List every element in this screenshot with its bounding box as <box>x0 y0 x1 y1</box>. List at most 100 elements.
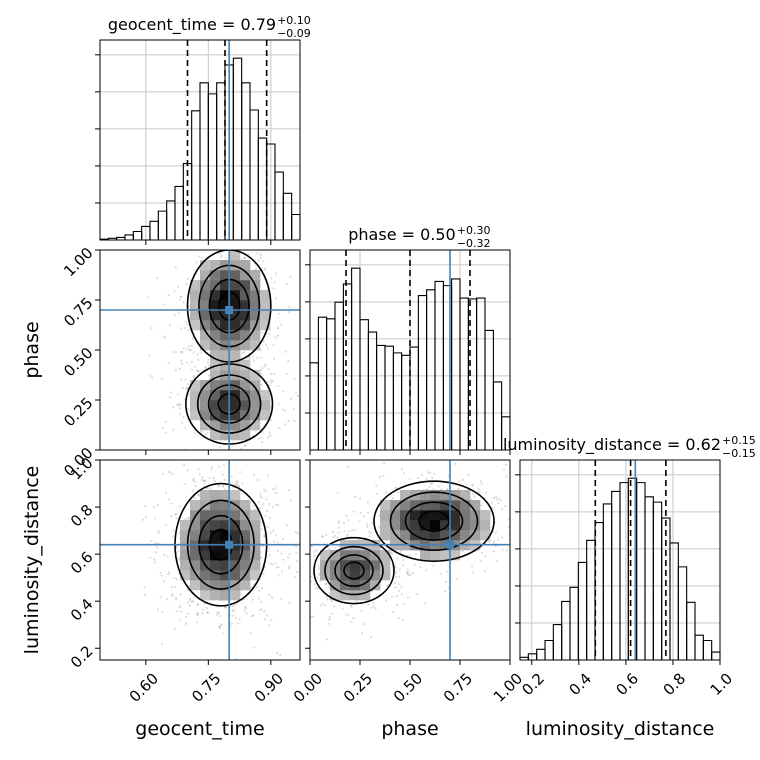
sample-point <box>426 471 430 474</box>
density-cell <box>250 340 261 351</box>
sample-point <box>219 624 222 627</box>
density-cell <box>390 500 401 511</box>
sample-point <box>270 381 273 384</box>
sample-point <box>354 495 357 499</box>
sample-point <box>296 571 299 574</box>
sample-point <box>179 295 183 298</box>
density-cell <box>350 580 361 591</box>
density-cell <box>220 570 231 581</box>
contour-1-0 <box>373 480 495 562</box>
sample-point <box>184 615 188 618</box>
sample-point <box>143 504 147 507</box>
density-cell <box>260 290 271 301</box>
sample-point <box>176 393 179 396</box>
hist-bin-luminosity_distance-3 <box>544 639 554 660</box>
sample-point <box>287 567 291 570</box>
sample-point <box>238 485 241 488</box>
sample-point <box>491 507 495 510</box>
sample-point <box>206 611 210 614</box>
contour-0-2 <box>334 554 374 588</box>
sample-point <box>385 491 388 494</box>
sample-point <box>195 261 198 264</box>
sample-point <box>400 586 403 589</box>
density-cell <box>210 310 221 321</box>
sample-point <box>402 603 405 606</box>
sample-point <box>244 443 247 447</box>
sample-point <box>180 362 184 366</box>
sample-point <box>247 253 250 256</box>
sample-point <box>285 524 289 527</box>
sample-point <box>281 537 285 540</box>
sample-point <box>386 584 389 587</box>
sample-point <box>200 478 204 482</box>
hist-bin-phase-5 <box>351 267 361 450</box>
sample-point <box>473 495 476 498</box>
sample-point <box>291 542 293 544</box>
hist-bin-geocent_time-8 <box>166 200 176 240</box>
density-cell <box>240 530 251 541</box>
density-cell <box>200 490 211 501</box>
sample-point <box>186 517 189 520</box>
sample-point <box>159 596 162 599</box>
sample-point <box>333 546 337 549</box>
sample-point <box>163 336 167 339</box>
sample-point <box>194 432 197 435</box>
hist-bin-luminosity_distance-4 <box>552 623 563 660</box>
hist-bin-luminosity_distance-18 <box>669 542 679 660</box>
sample-point <box>266 347 270 350</box>
hist-bin-luminosity_distance-20 <box>686 601 696 660</box>
sample-point <box>208 476 211 480</box>
sample-point <box>185 323 189 326</box>
sample-point <box>288 601 291 605</box>
hist-bin-geocent_time-21 <box>274 171 284 240</box>
sample-point <box>268 593 271 596</box>
sample-point <box>192 375 195 378</box>
sample-point <box>275 503 278 506</box>
sample-point <box>159 571 162 575</box>
sample-point <box>289 397 293 400</box>
sample-point <box>350 605 353 608</box>
density-cell <box>190 580 201 591</box>
sample-point <box>470 498 473 501</box>
sample-point <box>393 581 397 585</box>
sample-point <box>263 268 266 271</box>
sample-point <box>188 393 191 396</box>
sample-point <box>287 310 291 313</box>
sample-point <box>175 578 178 581</box>
hist-bin-phase-14 <box>426 289 436 450</box>
sample-point <box>282 558 285 561</box>
sample-point <box>191 600 195 603</box>
density-cell <box>190 290 201 301</box>
sample-point <box>252 473 256 476</box>
sample-point <box>161 610 164 614</box>
density-cell <box>460 510 471 521</box>
sample-point <box>315 549 318 552</box>
sample-point <box>351 529 354 532</box>
sample-point <box>251 598 254 601</box>
title-sup-luminosity_distance: +0.15 <box>722 434 756 447</box>
sample-point <box>268 554 271 557</box>
density-cell <box>190 390 201 401</box>
sample-point <box>153 561 157 564</box>
sample-point <box>409 573 412 577</box>
sample-point <box>518 526 520 528</box>
sample-point <box>263 617 266 621</box>
sample-point <box>173 289 176 293</box>
density-cell <box>230 300 241 311</box>
sample-point <box>259 387 262 390</box>
density-cell <box>200 410 211 421</box>
sample-point <box>303 575 305 577</box>
sample-point <box>265 498 268 501</box>
hist-bin-luminosity_distance-1 <box>527 653 538 660</box>
sample-point <box>277 312 281 315</box>
sample-point <box>402 472 406 475</box>
density-cell <box>430 510 441 521</box>
sample-point <box>397 617 401 620</box>
density-cell <box>230 550 241 561</box>
density-cell <box>190 300 201 311</box>
sample-point <box>333 605 336 608</box>
sample-point <box>251 614 254 617</box>
sample-point <box>212 199 214 201</box>
sample-point <box>501 508 504 511</box>
density-cell <box>330 590 341 601</box>
